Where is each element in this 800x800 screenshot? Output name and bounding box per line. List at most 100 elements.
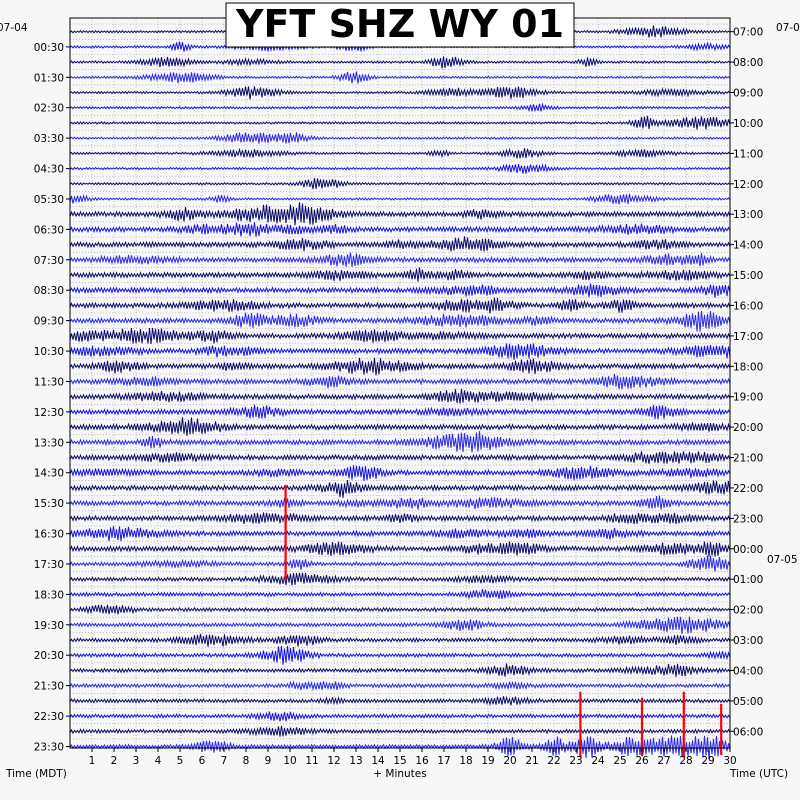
trace-line xyxy=(69,480,731,498)
left-tick-label: 11:30 xyxy=(34,377,64,389)
left-tick-label: 01:30 xyxy=(34,72,64,84)
right-axis: 07:00 08:00 09:00 10:00 11:00 12:00 13:00 14:00… xyxy=(730,27,763,738)
left-tick-label: 02:30 xyxy=(34,103,64,115)
trace-line xyxy=(69,236,731,252)
right-axis-title: Time (UTC) xyxy=(729,768,788,780)
trace-line xyxy=(69,604,731,615)
trace-line xyxy=(69,222,731,237)
trace-line xyxy=(69,633,731,647)
trace-line xyxy=(69,163,731,174)
trace-line xyxy=(69,115,731,130)
left-tick-label: 15:30 xyxy=(34,498,64,510)
x-tick-label: 22 xyxy=(547,755,560,767)
left-tick-label: 08:30 xyxy=(34,285,64,297)
title-box xyxy=(225,2,575,48)
x-tick-label: 1 xyxy=(89,755,96,767)
left-axis-title: Time (MDT) xyxy=(5,768,67,780)
x-tick-label: 16 xyxy=(415,755,429,767)
x-tick-label: 2 xyxy=(111,755,118,767)
trace-line xyxy=(69,297,731,314)
trace-line xyxy=(69,526,731,542)
trace-line xyxy=(69,680,731,691)
right-tick-label: 05:00 xyxy=(733,696,763,708)
x-tick-label: 11 xyxy=(305,755,318,767)
x-tick-label: 4 xyxy=(155,755,162,767)
right-tick-label: 22:00 xyxy=(733,483,763,495)
x-tick-label: 17 xyxy=(437,755,450,767)
x-tick-label: 19 xyxy=(481,755,494,767)
trace-line xyxy=(69,310,731,332)
trace-line xyxy=(69,404,731,420)
right-tick-label: 12:00 xyxy=(733,179,763,191)
left-tick-label: 21:30 xyxy=(34,681,64,693)
trace-line xyxy=(69,495,731,510)
trace-line xyxy=(69,465,731,481)
trace-line xyxy=(69,252,731,267)
right-tick-label: 19:00 xyxy=(733,392,763,404)
left-tick-label: 18:30 xyxy=(34,589,64,601)
trace-line xyxy=(69,283,731,298)
right-tick-label: 23:00 xyxy=(733,513,763,525)
trace-line xyxy=(69,541,731,557)
x-tick-label: 7 xyxy=(221,755,228,767)
right-tick-label: 21:00 xyxy=(733,453,763,465)
x-tick-label: 27 xyxy=(657,755,670,767)
right-tick-label: 03:00 xyxy=(733,635,763,647)
x-tick-label: 6 xyxy=(199,755,206,767)
trace-line xyxy=(69,711,731,722)
x-tick-label: 21 xyxy=(525,755,538,767)
trace-line xyxy=(69,512,731,525)
left-date-label: 07-04 xyxy=(0,22,28,34)
left-tick-label: 06:30 xyxy=(34,224,64,236)
trace-line xyxy=(69,695,731,707)
x-tick-label: 10 xyxy=(283,755,296,767)
grid xyxy=(70,18,730,748)
trace-line xyxy=(69,193,731,205)
x-tick-label: 18 xyxy=(459,755,472,767)
trace-line xyxy=(69,451,731,464)
x-axis: 1 2 3 4 5 6 7 8 9 10 11 12 13 14 15 16 17 18 19 20 21 22 23 24 2… xyxy=(89,748,737,767)
left-tick-label: 16:30 xyxy=(34,529,64,541)
x-axis-title: + Minutes xyxy=(373,768,426,780)
right-date-label-top: 07-0 xyxy=(776,22,800,34)
left-tick-label: 10:30 xyxy=(34,346,64,358)
x-tick-label: 30 xyxy=(723,755,736,767)
left-tick-label: 14:30 xyxy=(34,468,64,480)
x-tick-label: 29 xyxy=(701,755,714,767)
right-tick-label: 14:00 xyxy=(733,240,763,252)
x-tick-label: 26 xyxy=(635,755,649,767)
right-tick-label: 02:00 xyxy=(733,605,763,617)
x-tick-label: 13 xyxy=(349,755,362,767)
x-tick-label: 23 xyxy=(569,755,582,767)
left-tick-label: 00:30 xyxy=(34,42,64,54)
left-tick-label: 03:30 xyxy=(34,133,64,145)
trace-line xyxy=(69,572,731,586)
left-tick-label: 09:30 xyxy=(34,316,64,328)
trace-line xyxy=(69,589,731,600)
trace-line xyxy=(69,417,731,436)
trace-line xyxy=(69,147,731,159)
right-tick-label: 09:00 xyxy=(733,88,763,100)
trace-line xyxy=(69,357,731,376)
trace-line xyxy=(69,132,731,144)
trace-line xyxy=(69,388,731,404)
right-tick-label: 08:00 xyxy=(733,57,763,69)
trace-line xyxy=(69,177,731,190)
left-tick-label: 22:30 xyxy=(34,711,64,723)
right-tick-label: 07:00 xyxy=(733,27,763,39)
x-tick-label: 15 xyxy=(393,755,406,767)
left-tick-label: 17:30 xyxy=(34,559,64,571)
trace-line xyxy=(69,373,731,390)
trace-line xyxy=(69,267,731,282)
right-tick-label: 17:00 xyxy=(733,331,763,343)
right-tick-label: 11:00 xyxy=(733,148,763,160)
right-tick-label: 10:00 xyxy=(733,118,763,130)
trace-line xyxy=(69,327,731,344)
left-tick-label: 13:30 xyxy=(34,437,64,449)
x-tick-label: 9 xyxy=(265,755,272,767)
right-tick-label: 13:00 xyxy=(733,209,763,221)
right-tick-label: 20:00 xyxy=(733,422,763,434)
trace-line xyxy=(69,431,731,453)
right-tick-label: 01:00 xyxy=(733,574,763,586)
